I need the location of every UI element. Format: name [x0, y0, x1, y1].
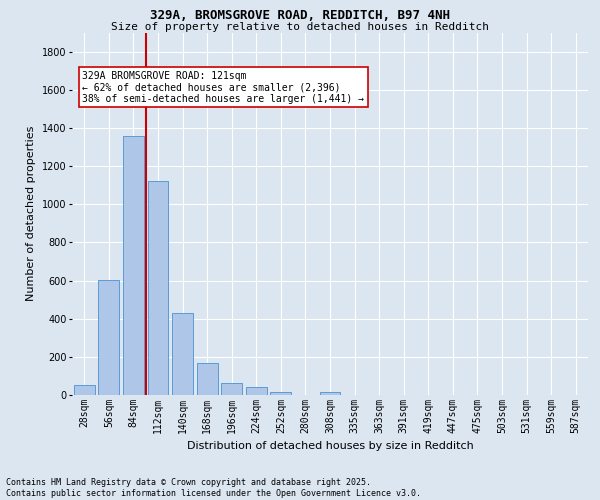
Text: 329A, BROMSGROVE ROAD, REDDITCH, B97 4NH: 329A, BROMSGROVE ROAD, REDDITCH, B97 4NH — [150, 9, 450, 22]
Text: Contains HM Land Registry data © Crown copyright and database right 2025.
Contai: Contains HM Land Registry data © Crown c… — [6, 478, 421, 498]
Bar — [74, 386, 95, 395]
Bar — [123, 136, 144, 395]
X-axis label: Distribution of detached houses by size in Redditch: Distribution of detached houses by size … — [187, 442, 473, 452]
Bar — [148, 182, 169, 395]
Bar — [197, 362, 218, 395]
Bar — [172, 313, 193, 395]
Text: 329A BROMSGROVE ROAD: 121sqm
← 62% of detached houses are smaller (2,396)
38% of: 329A BROMSGROVE ROAD: 121sqm ← 62% of de… — [82, 70, 364, 104]
Bar — [221, 382, 242, 395]
Y-axis label: Number of detached properties: Number of detached properties — [26, 126, 36, 302]
Bar — [320, 392, 340, 395]
Bar — [98, 280, 119, 395]
Bar — [246, 388, 267, 395]
Bar — [271, 392, 292, 395]
Text: Size of property relative to detached houses in Redditch: Size of property relative to detached ho… — [111, 22, 489, 32]
